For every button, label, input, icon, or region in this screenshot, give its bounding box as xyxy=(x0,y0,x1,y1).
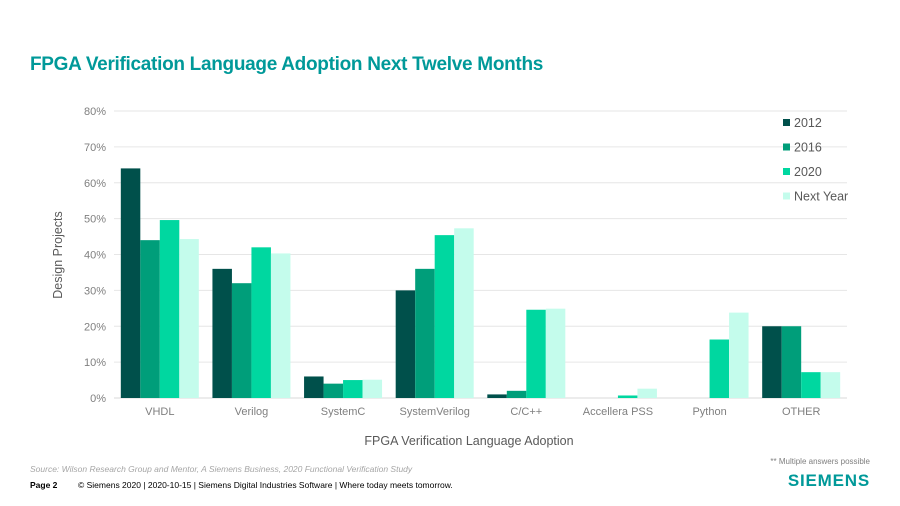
bar-2016 xyxy=(781,326,802,398)
bar-2012 xyxy=(304,376,324,398)
bar-2020 xyxy=(251,247,271,398)
multiple-answers-note: ** Multiple answers possible xyxy=(770,457,870,466)
legend-swatch xyxy=(783,143,790,151)
slide-title: FPGA Verification Language Adoption Next… xyxy=(30,54,544,75)
legend-swatch xyxy=(783,192,790,200)
bar-2012 xyxy=(395,290,416,398)
bar-2020 xyxy=(434,235,455,398)
y-axis-ticks: 0% 10% 20% 30% 40% 50% 60% 70% 80% xyxy=(84,106,106,405)
bar-2020 xyxy=(801,372,821,398)
source-note: Source: Wilson Research Group and Mentor… xyxy=(30,464,413,474)
bar-2012 xyxy=(120,168,141,398)
page-number: Page 2 xyxy=(30,480,58,490)
bar-next-year xyxy=(637,388,657,398)
y-tick-label: 60% xyxy=(84,178,106,190)
bar-next-year xyxy=(179,239,199,398)
bar-2016 xyxy=(323,383,344,398)
y-tick-label: 70% xyxy=(84,142,106,154)
bar-2016 xyxy=(506,390,527,398)
y-tick-label: 0% xyxy=(90,393,106,405)
bar-2016 xyxy=(231,283,252,398)
x-category-label: VHDL xyxy=(145,406,174,418)
bar-next-year xyxy=(820,372,841,398)
bar-2016 xyxy=(415,268,435,398)
x-category-label: Verilog xyxy=(235,406,269,418)
y-tick-label: 20% xyxy=(84,321,106,333)
bars xyxy=(120,168,841,398)
siemens-logo: SIEMENS xyxy=(787,471,870,490)
bar-next-year xyxy=(270,253,291,398)
bar-2020 xyxy=(343,380,363,398)
x-category-label: Python xyxy=(692,406,726,418)
bar-2016 xyxy=(140,240,160,398)
legend-label: 2020 xyxy=(794,165,822,179)
bar-2012 xyxy=(487,394,507,398)
bar-2020 xyxy=(709,339,730,398)
bar-next-year xyxy=(362,379,383,398)
y-tick-label: 50% xyxy=(84,214,106,226)
bar-next-year xyxy=(729,312,749,398)
legend-swatch xyxy=(783,168,790,175)
x-category-label: SystemC xyxy=(321,406,366,418)
x-category-label: C/C++ xyxy=(510,406,542,418)
bar-next-year xyxy=(454,228,474,398)
legend-label: 2012 xyxy=(794,116,822,130)
bar-2020 xyxy=(617,395,638,398)
x-category-label: SystemVerilog xyxy=(400,406,470,418)
footer-copyright: © Siemens 2020 | 2020-10-15 | Siemens Di… xyxy=(78,480,453,490)
x-axis-title: FPGA Verification Language Adoption xyxy=(364,434,573,448)
legend-label: Next Year xyxy=(794,190,848,204)
bar-2012 xyxy=(762,326,782,398)
bar-2020 xyxy=(526,309,546,398)
legend-swatch xyxy=(783,119,790,126)
legend: 2012 2016 2020 Next Year xyxy=(783,116,848,204)
x-category-label: Accellera PSS xyxy=(583,406,653,418)
bar-2020 xyxy=(159,220,180,398)
bar-2012 xyxy=(212,268,232,398)
y-tick-label: 30% xyxy=(84,285,106,297)
gridlines xyxy=(114,110,847,399)
x-axis-categories: VHDL Verilog SystemC SystemVerilog C/C++ Acce… xyxy=(145,406,820,418)
y-tick-label: 80% xyxy=(84,106,106,118)
y-tick-label: 10% xyxy=(84,357,106,369)
bar-next-year xyxy=(545,308,566,398)
legend-label: 2016 xyxy=(794,141,822,155)
x-category-label: OTHER xyxy=(782,406,821,418)
y-tick-label: 40% xyxy=(84,250,106,262)
y-axis-title: Design Projects xyxy=(51,211,65,299)
